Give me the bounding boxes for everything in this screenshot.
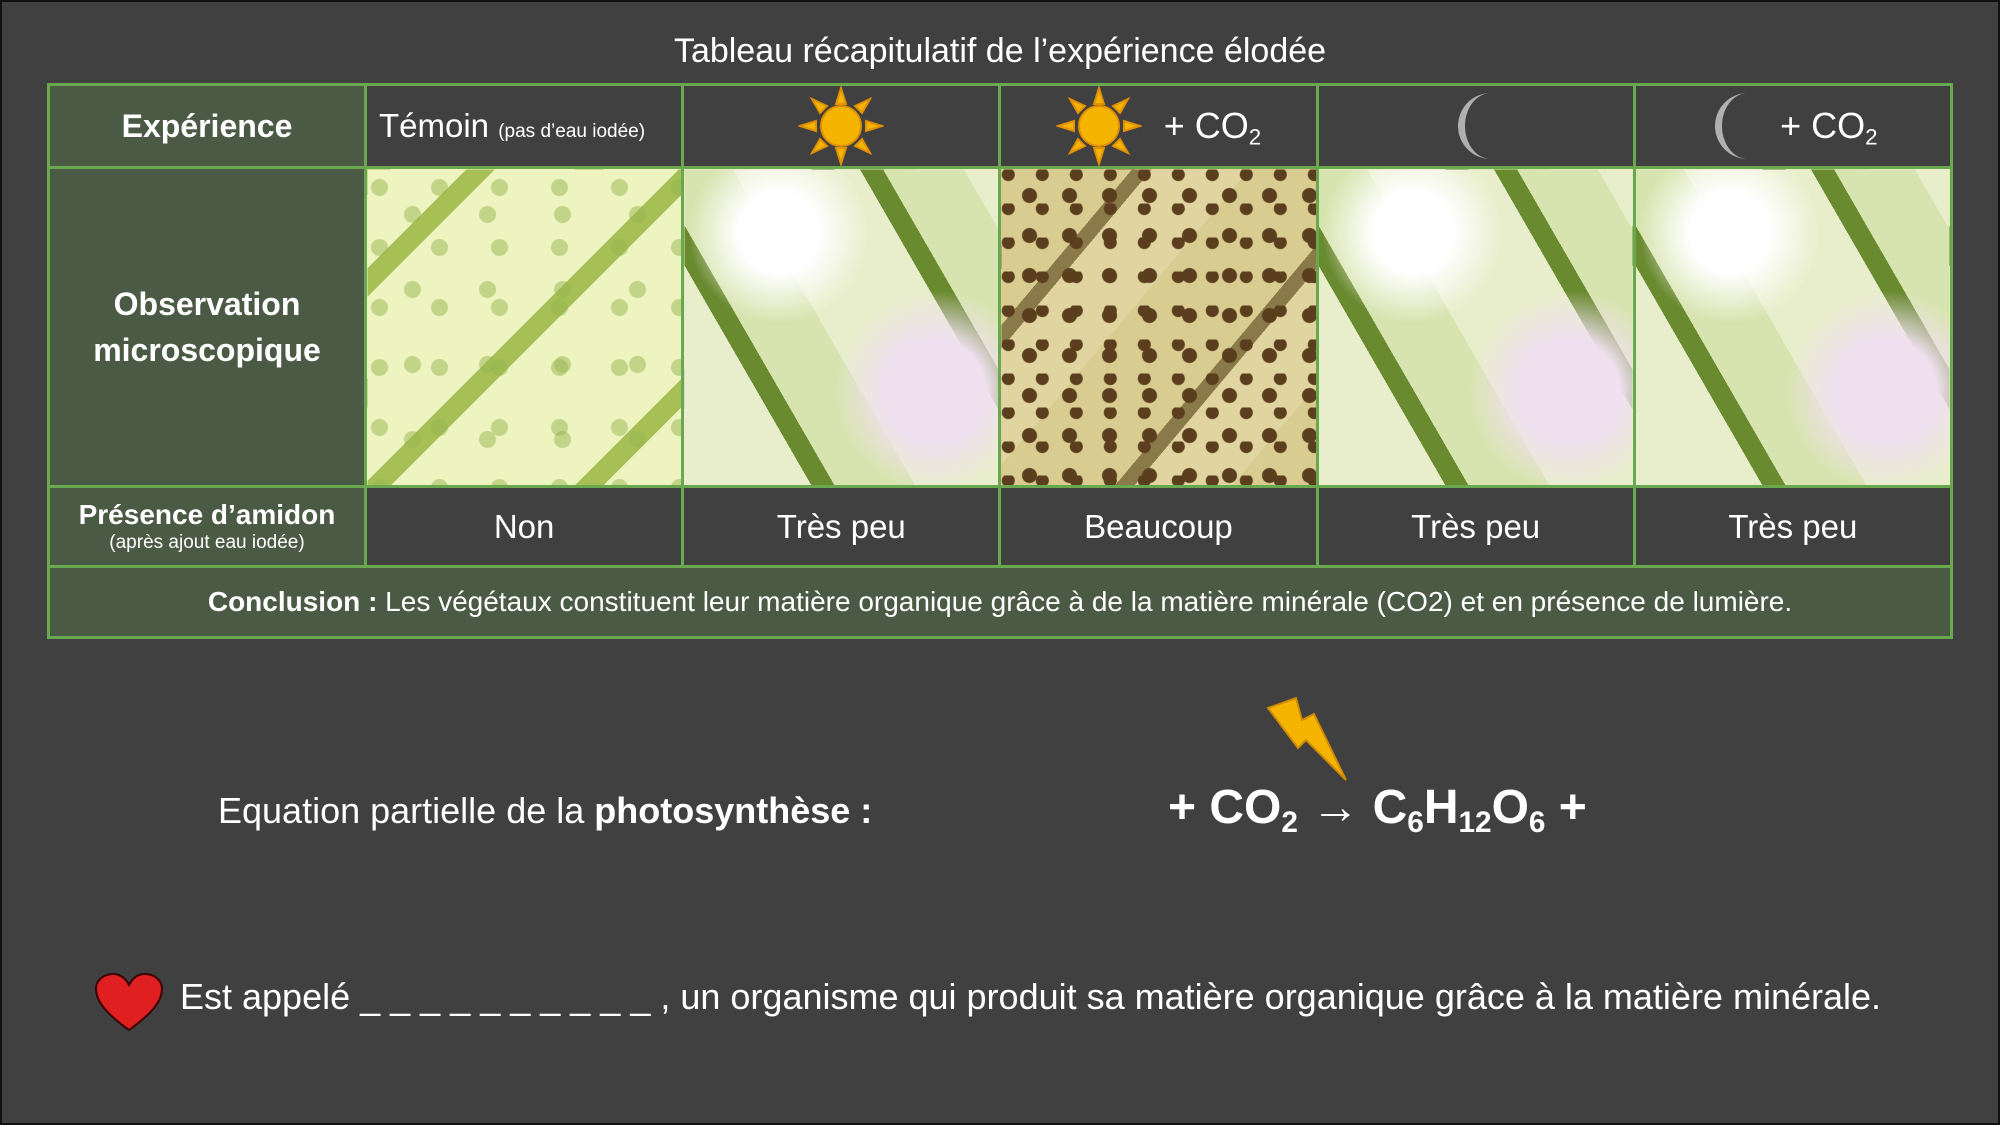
amidon-dark: Très peu: [1315, 485, 1636, 568]
slide-title: Tableau récapitulatif de l’expérience él…: [673, 32, 1327, 70]
equation-label-prefix: Equation partielle de la: [218, 790, 595, 831]
conclusion-cell: Conclusion : Les végétaux constituent le…: [47, 565, 1953, 639]
equation-label: Equation partielle de la photosynthèse :: [218, 790, 872, 832]
eq-o-sub: 6: [1528, 805, 1546, 839]
photosynthesis-equation: + CO2 → C6H12O6 +: [1168, 780, 1587, 837]
eq-plus: +: [1545, 781, 1587, 834]
amidon-label: Présence d’amidon (après ajout eau iodée…: [47, 485, 367, 568]
conclusion-label: Conclusion :: [207, 586, 378, 617]
sun-icon: [1055, 86, 1142, 166]
micrograph-temoin: [363, 166, 685, 488]
eq-h-sub: 12: [1458, 805, 1492, 839]
conclusion-text: Les végétaux constituent leur matière or…: [377, 586, 1793, 617]
co2-label: + CO2: [1163, 105, 1262, 150]
co2-label: + CO2: [1780, 105, 1878, 150]
amidon-note: (après ajout eau iodée): [109, 531, 305, 553]
eq-c-sub: 6: [1407, 805, 1424, 839]
temoin-header: Témoin (pas d’eau iodée): [363, 83, 685, 169]
amidon-light: Très peu: [681, 485, 1002, 568]
micrograph-dark-co2: [1632, 166, 1954, 488]
co2-prefix: + CO: [1163, 105, 1249, 146]
moon-icon: [1457, 93, 1491, 159]
heart-icon: [94, 972, 164, 1032]
summary-table: Expérience Témoin (pas d’eau iodée): [47, 83, 1954, 639]
header-row: Expérience Témoin (pas d’eau iodée): [47, 83, 1954, 169]
co2-prefix: + CO: [1780, 105, 1866, 146]
moon-icon: [1715, 93, 1749, 159]
amidon-row: Présence d’amidon (après ajout eau iodée…: [47, 485, 1954, 568]
observation-row: Observation microscopique: [47, 166, 1954, 488]
sun-icon: [798, 86, 885, 166]
amidon-label-text: Présence d’amidon: [78, 498, 336, 530]
micrograph-light-co2: [998, 166, 1319, 488]
eq-co2-sub: 2: [1281, 805, 1298, 839]
header-dark: [1315, 83, 1636, 169]
eq-arrow: → C: [1297, 781, 1408, 834]
eq-o: O: [1491, 781, 1529, 834]
amidon-temoin: Non: [363, 485, 685, 568]
amidon-dark-co2: Très peu: [1632, 485, 1954, 568]
co2-subscript: 2: [1865, 124, 1878, 150]
observation-label: Observation microscopique: [47, 166, 367, 488]
experience-label: Expérience: [47, 83, 367, 169]
equation-label-bold: photosynthèse :: [594, 790, 873, 831]
header-dark-co2: + CO2: [1632, 83, 1954, 169]
header-light-co2: + CO2: [998, 83, 1319, 169]
temoin-label: Témoin: [379, 107, 490, 144]
amidon-light-co2: Beaucoup: [998, 485, 1319, 568]
micrograph-light: [681, 166, 1002, 488]
header-light: [681, 83, 1002, 169]
co2-subscript: 2: [1248, 124, 1262, 150]
temoin-note: (pas d’eau iodée): [498, 121, 646, 142]
micrograph-dark: [1315, 166, 1636, 488]
eq-h: H: [1423, 781, 1459, 834]
autotroph-definition: Est appelé _ _ _ _ _ _ _ _ _ _ , un orga…: [180, 976, 1882, 1017]
conclusion-row: Conclusion : Les végétaux constituent le…: [47, 565, 1953, 639]
eq-co2: + CO: [1168, 781, 1282, 834]
lightning-bolt-icon: [1266, 696, 1347, 781]
